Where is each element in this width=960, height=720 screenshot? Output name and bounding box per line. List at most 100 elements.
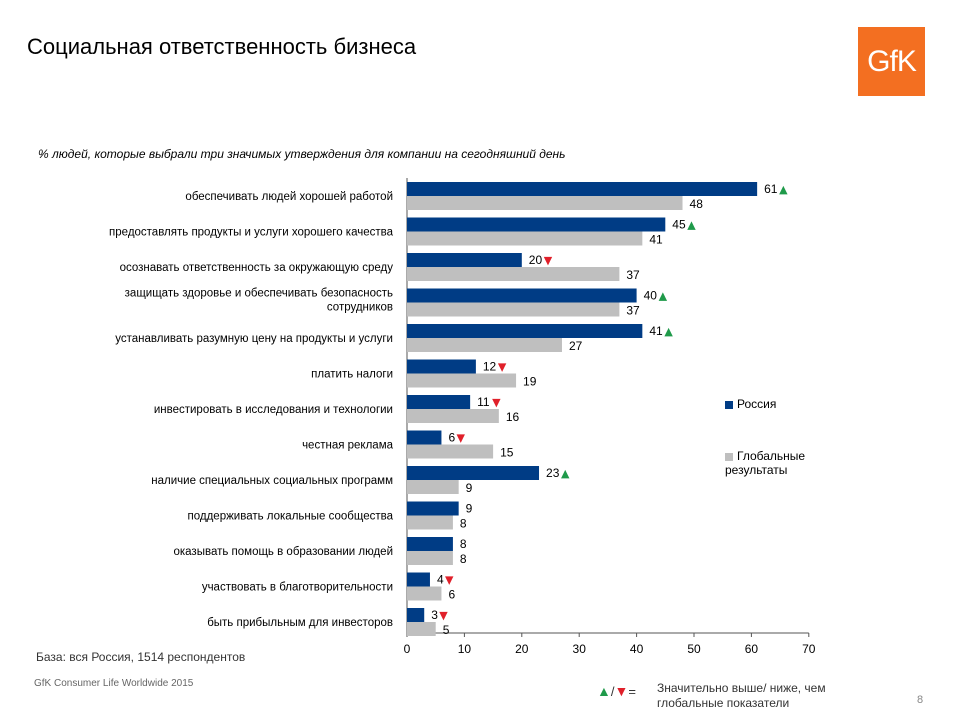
category-label: платить налоги — [311, 369, 393, 381]
down-triangle-icon: ▼ — [498, 361, 507, 374]
up-triangle-icon: ▲ — [687, 219, 696, 232]
bar-russia — [407, 501, 459, 516]
data-label-global: 48 — [690, 197, 704, 211]
bar-global — [407, 338, 562, 352]
bar-global — [407, 480, 459, 494]
up-triangle-icon: ▲ — [779, 183, 788, 196]
significance-legend-text: Значительно выше/ ниже, чем глобальные п… — [657, 681, 877, 711]
bar-russia — [407, 217, 666, 232]
data-label-global: 41 — [649, 233, 663, 247]
legend-russia-swatch — [725, 400, 733, 409]
data-label-global: 19 — [523, 375, 537, 389]
data-label-russia: 41 — [649, 324, 663, 338]
bar-global — [407, 586, 442, 601]
category-label: предоставлять продукты и услуги хорошего… — [109, 227, 394, 239]
data-label-russia: 6 — [448, 431, 455, 445]
data-label-russia: 4 — [437, 573, 444, 587]
bar-russia — [407, 182, 758, 196]
data-label-russia: 12 — [483, 360, 497, 374]
data-label-global: 27 — [569, 339, 583, 353]
data-label-global: 9 — [466, 481, 473, 495]
slide-title: Социальная ответственность бизнеса — [27, 34, 417, 59]
x-tick-label: 30 — [573, 642, 587, 656]
x-tick-label: 70 — [802, 642, 816, 656]
data-label-russia: 3 — [431, 608, 438, 622]
bar-global — [407, 267, 620, 281]
category-label: оказывать помощь в образовании людей — [173, 546, 393, 558]
chart-subtitle: % людей, которые выбрали три значимых ут… — [38, 147, 566, 161]
data-label-russia: 20 — [529, 253, 543, 267]
bar-russia — [407, 395, 471, 409]
significance-legend: ▲ / ▼ = — [597, 683, 636, 699]
data-label-global: 5 — [443, 623, 450, 637]
sig-text-line2: глобальные показатели — [657, 696, 790, 710]
bar-russia — [407, 253, 522, 267]
gfk-logo: GfK — [858, 27, 925, 96]
data-label-russia: 9 — [466, 502, 473, 516]
legend-global-swatch — [725, 452, 733, 461]
x-tick-label: 0 — [404, 642, 411, 656]
category-label: поддерживать локальные сообщества — [188, 511, 394, 523]
down-triangle-icon: ▼ — [456, 432, 465, 445]
data-label-global: 15 — [500, 446, 514, 460]
data-label-global: 16 — [506, 410, 520, 424]
bar-global — [407, 515, 453, 530]
sig-text-line1: Значительно выше/ ниже, чем — [657, 681, 826, 695]
category-label: наличие специальных социальных программ — [151, 475, 393, 487]
data-label-global: 8 — [460, 517, 467, 531]
category-label: инвестировать в исследования и технологи… — [154, 404, 393, 416]
bar-russia — [407, 466, 540, 480]
bar-global — [407, 622, 436, 636]
bar-global — [407, 196, 683, 210]
data-label-global: 6 — [448, 588, 455, 602]
legend-russia-label: Россия — [737, 397, 777, 411]
data-label-russia: 8 — [460, 537, 467, 551]
up-triangle-icon: ▲ — [659, 290, 668, 303]
down-triangle-icon: ▼ — [544, 254, 553, 267]
bar-global — [407, 444, 494, 459]
up-triangle-icon: ▲ — [664, 325, 673, 338]
bar-russia — [407, 430, 442, 445]
data-label-russia: 45 — [672, 218, 686, 232]
bar-russia — [407, 359, 476, 374]
category-label: осознавать ответственность за окружающую… — [120, 262, 394, 274]
bar-russia — [407, 572, 430, 587]
bar-global — [407, 231, 643, 246]
category-label: сотрудников — [327, 302, 393, 314]
source-text: GfK Consumer Life Worldwide 2015 — [34, 678, 194, 689]
bar-russia — [407, 324, 643, 338]
category-label: обеспечивать людей хорошей работой — [185, 191, 393, 203]
data-label-russia: 23 — [546, 466, 560, 480]
bar-global — [407, 373, 517, 388]
category-label: участвовать в благотворительности — [202, 582, 393, 594]
data-label-russia: 40 — [644, 289, 658, 303]
category-label: устанавливать разумную цену на продукты … — [115, 333, 393, 345]
legend-global: Глобальные результаты — [725, 449, 805, 477]
data-label-russia: 61 — [764, 182, 778, 196]
bar-global — [407, 551, 453, 565]
x-tick-label: 50 — [687, 642, 701, 656]
down-triangle-icon: ▼ — [439, 609, 448, 622]
bar-russia — [407, 288, 637, 303]
x-tick-label: 10 — [458, 642, 472, 656]
up-triangle-icon: ▲ — [597, 683, 611, 699]
legend-global-label-2: результаты — [725, 463, 788, 477]
base-footnote: База: вся Россия, 1514 респондентов — [36, 650, 246, 664]
bar-global — [407, 302, 620, 317]
x-tick-label: 40 — [630, 642, 644, 656]
category-label: защищать здоровье и обеспечивать безопас… — [125, 288, 393, 300]
bar-russia — [407, 608, 425, 622]
legend-global-label-1: Глобальные — [737, 449, 806, 463]
sig-equals: = — [628, 683, 636, 699]
x-tick-label: 20 — [515, 642, 529, 656]
page-number: 8 — [917, 694, 924, 706]
category-label: честная реклама — [302, 440, 394, 452]
data-label-global: 8 — [460, 552, 467, 566]
data-label-russia: 11 — [477, 395, 490, 409]
bar-global — [407, 409, 499, 423]
down-triangle-icon: ▼ — [614, 683, 629, 699]
data-label-global: 37 — [626, 268, 640, 282]
sig-separator: / — [610, 683, 615, 699]
down-triangle-icon: ▼ — [445, 574, 454, 587]
